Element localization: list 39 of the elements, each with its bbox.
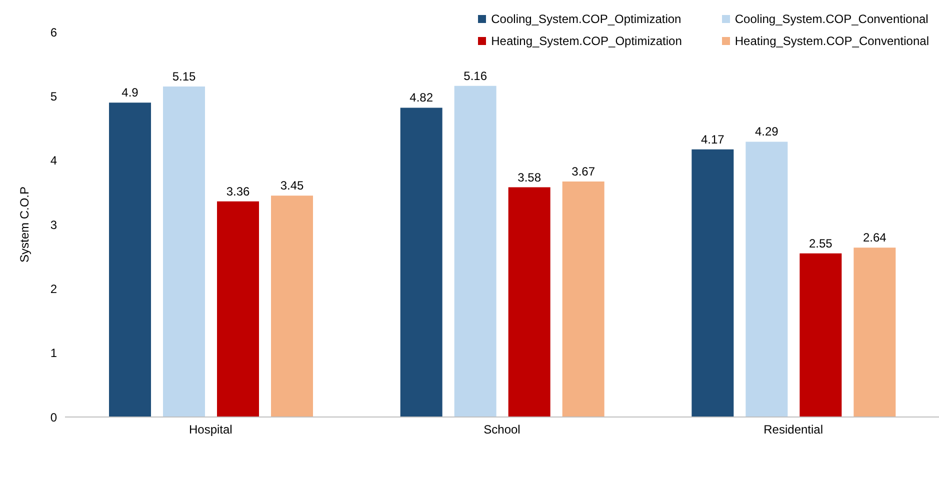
data-label: 3.45 xyxy=(280,178,304,193)
x-tick-label: Hospital xyxy=(188,422,232,437)
data-label: 2.55 xyxy=(808,236,833,250)
bar xyxy=(109,102,151,417)
x-tick-label: Residential xyxy=(764,422,824,437)
legend-label: Heating_System.COP_Optimization xyxy=(491,34,682,48)
bar xyxy=(746,142,788,417)
bar xyxy=(692,149,734,417)
data-label: 2.64 xyxy=(862,230,887,245)
y-tick-label: 0 xyxy=(50,410,58,424)
legend-label: Cooling_System.COP_Conventional xyxy=(734,12,928,26)
bar xyxy=(508,187,550,417)
bar xyxy=(854,248,896,417)
bar xyxy=(454,86,496,417)
data-label: 5.16 xyxy=(464,68,488,83)
y-axis-title: System C.O.P xyxy=(17,186,32,263)
legend-label: Cooling_System.COP_Optimization xyxy=(491,12,682,26)
bar xyxy=(163,86,205,417)
bar xyxy=(217,201,259,417)
data-label: 4.29 xyxy=(754,124,779,139)
y-tick-label: 6 xyxy=(50,25,58,40)
y-tick-label: 5 xyxy=(50,89,58,104)
bar xyxy=(800,253,842,417)
data-label: 3.36 xyxy=(226,184,250,198)
y-tick-label: 3 xyxy=(50,218,58,232)
data-label: 4.17 xyxy=(700,132,725,146)
x-tick-label: School xyxy=(484,422,520,437)
data-label: 3.58 xyxy=(518,170,542,184)
y-tick-label: 1 xyxy=(50,346,58,360)
data-label: 4.9 xyxy=(122,86,139,100)
legend-label: Heating_System.COP_Conventional xyxy=(734,34,929,48)
y-tick-label: 2 xyxy=(50,282,58,296)
data-label: 4.82 xyxy=(410,90,434,105)
bar xyxy=(400,108,442,417)
bar xyxy=(562,182,604,417)
data-label: 3.67 xyxy=(572,164,596,179)
bar xyxy=(271,196,313,417)
data-label: 5.15 xyxy=(172,70,196,84)
y-tick-label: 4 xyxy=(50,154,58,168)
